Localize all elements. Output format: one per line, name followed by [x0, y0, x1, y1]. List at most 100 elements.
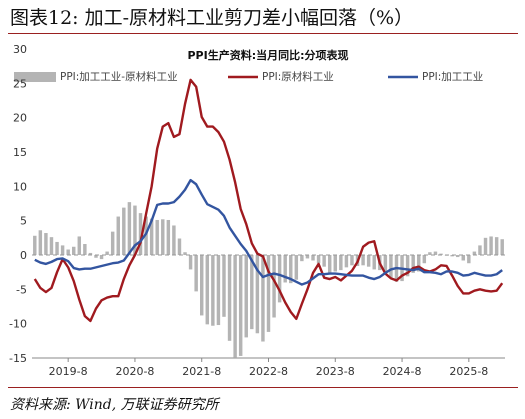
bar	[383, 255, 388, 272]
bar	[144, 216, 148, 255]
bar	[272, 255, 276, 318]
bar	[49, 237, 54, 255]
x-tick-label: 2021-8	[182, 365, 221, 378]
bar	[300, 255, 304, 262]
title-divider	[8, 33, 518, 34]
x-tick-label: 2023-8	[316, 365, 355, 378]
bar	[461, 255, 465, 261]
bar	[411, 255, 415, 273]
bar	[55, 241, 59, 255]
bar	[322, 255, 326, 267]
bar	[494, 237, 499, 255]
bar	[172, 225, 176, 255]
bar	[483, 237, 488, 255]
bar	[500, 239, 504, 255]
bar	[227, 255, 232, 341]
bar	[88, 252, 93, 255]
x-tick-label: 2022-8	[249, 365, 288, 378]
bar	[155, 219, 159, 255]
source-divider	[8, 387, 518, 388]
y-tick-label: -5	[16, 283, 27, 296]
x-tick-label: 2025-8	[449, 365, 488, 378]
bar	[277, 255, 282, 303]
bar	[77, 236, 82, 255]
bar	[116, 216, 120, 255]
line-processing	[34, 178, 503, 286]
legend-swatch-bar	[14, 72, 56, 82]
legend-label-bar: PPI:加工工业-原材料工业	[60, 70, 178, 83]
bar	[177, 238, 182, 255]
bar	[44, 233, 48, 255]
line-series	[33, 78, 504, 323]
bar	[372, 255, 376, 270]
bar	[200, 255, 204, 316]
bar	[211, 255, 215, 326]
legend: PPI:加工工业-原材料工业 PPI:原材料工业 PPI:加工工业	[14, 70, 483, 83]
bar	[478, 245, 482, 255]
bar	[405, 255, 410, 277]
bar	[216, 255, 221, 326]
bar	[188, 255, 193, 270]
bar	[422, 255, 427, 264]
bar	[489, 236, 493, 255]
y-tick-label: 25	[13, 77, 27, 90]
bar	[83, 244, 87, 255]
bar	[183, 252, 187, 255]
chart-title: PPI生产资料:当月同比:分项表现	[187, 48, 348, 62]
source-note: 资料来源: Wind, 万联证券研究所	[10, 397, 219, 413]
bar	[133, 205, 137, 255]
y-tick-label: 30	[13, 43, 27, 56]
bar	[33, 235, 37, 255]
bar	[105, 251, 109, 255]
y-tick-label: -15	[9, 352, 27, 365]
bar	[244, 255, 248, 338]
bar	[110, 231, 115, 255]
bar	[366, 255, 371, 267]
bar	[205, 255, 210, 325]
bar	[60, 245, 65, 255]
bar	[127, 202, 132, 255]
bar	[389, 255, 393, 278]
bar	[250, 255, 254, 330]
x-tick-label: 2019-8	[49, 365, 88, 378]
bar	[344, 255, 349, 268]
bar	[289, 255, 293, 284]
bar	[66, 249, 70, 255]
y-axis: -15 -10 -5 0 5 10 15 20 25 30	[9, 43, 27, 365]
y-tick-label: 10	[13, 180, 27, 193]
bar	[439, 253, 443, 255]
line-raw-material	[33, 78, 504, 323]
y-tick-label: 20	[13, 112, 27, 125]
bar	[222, 255, 226, 317]
chart: PPI生产资料:当月同比:分项表现 PPI:加工工业-原材料工业 PPI:原材料…	[9, 43, 505, 378]
legend-label-proc: PPI:加工工业	[422, 71, 483, 83]
bar	[417, 255, 421, 272]
bar	[305, 255, 310, 259]
bar	[138, 213, 143, 255]
bar	[99, 255, 104, 260]
bar	[266, 255, 271, 332]
y-tick-label: 0	[20, 249, 27, 262]
y-tick-label: 5	[20, 215, 27, 228]
bar	[238, 255, 243, 356]
bar	[361, 255, 365, 266]
bar	[339, 255, 343, 271]
bar	[350, 255, 354, 266]
y-tick-label: 15	[13, 146, 27, 159]
y-tick-label: -10	[9, 318, 27, 331]
bar	[161, 219, 165, 255]
x-tick-label: 2020-8	[115, 365, 154, 378]
legend-label-raw: PPI:原材料工业	[262, 70, 334, 83]
bar	[166, 219, 171, 255]
bar	[327, 255, 332, 273]
figure-title: 图表12: 加工-原材料工业剪刀差小幅回落（%）	[10, 7, 414, 29]
bar	[194, 255, 198, 292]
bar	[316, 255, 321, 264]
bar	[333, 255, 337, 272]
bar	[433, 251, 438, 255]
bar	[294, 255, 299, 280]
bar	[255, 255, 260, 334]
x-axis: 2019-8 2020-8 2021-8 2022-8 2023-8 2024-8 2025…	[49, 358, 488, 378]
bar	[149, 218, 154, 255]
bar	[38, 230, 43, 255]
